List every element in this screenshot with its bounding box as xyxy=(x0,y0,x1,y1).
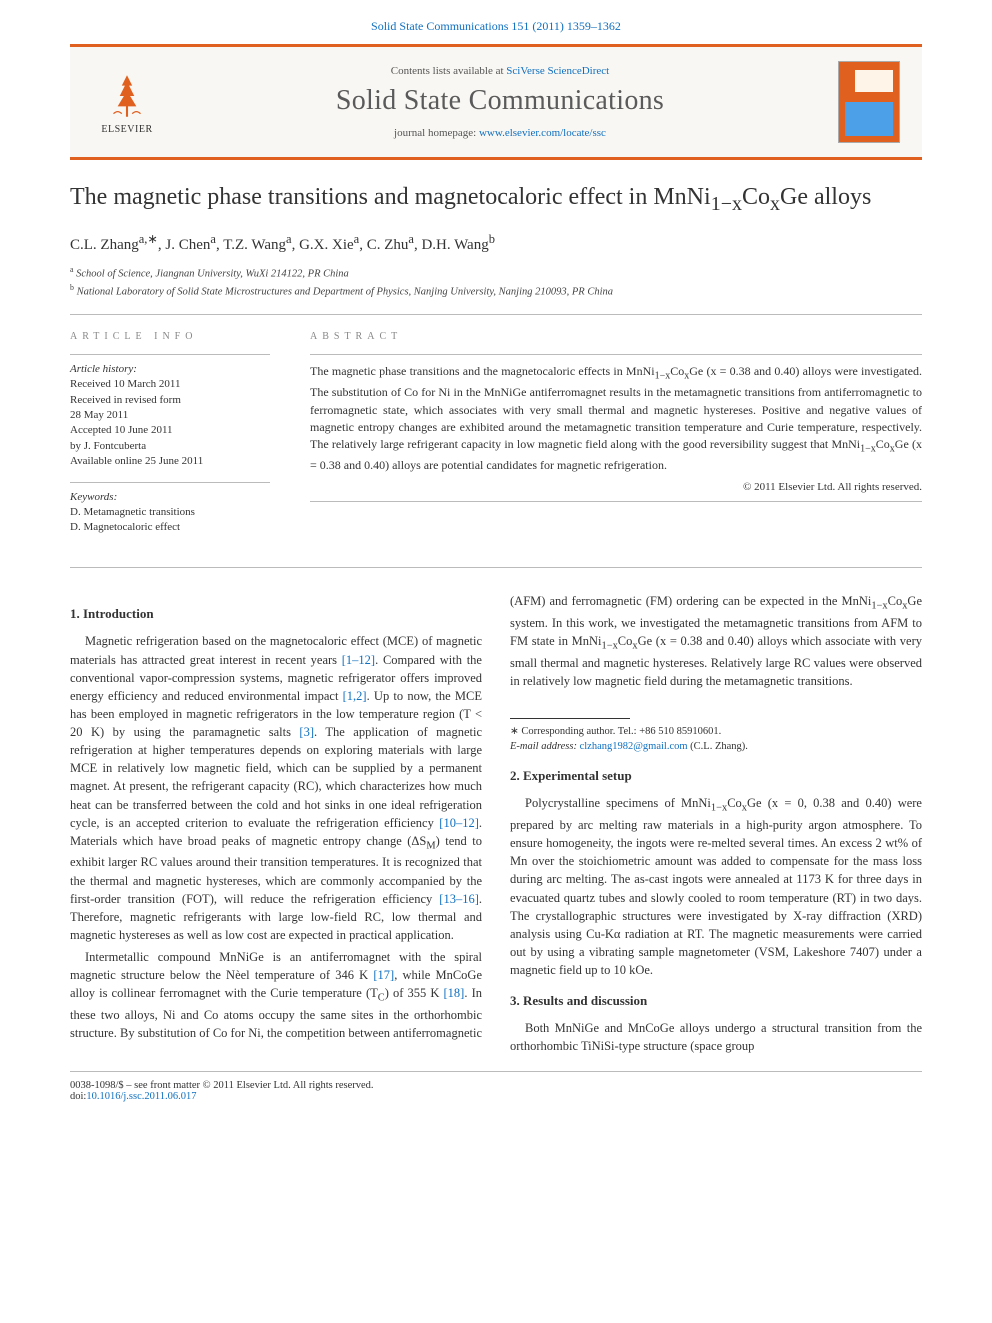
affiliations: a School of Science, Jiangnan University… xyxy=(70,264,922,301)
correspondence-block: ∗ Corresponding author. Tel.: +86 510 85… xyxy=(510,718,922,754)
email-suffix: (C.L. Zhang). xyxy=(688,741,748,752)
doi-link[interactable]: 10.1016/j.ssc.2011.06.017 xyxy=(86,1091,196,1102)
email-label: E-mail address: xyxy=(510,741,580,752)
divider xyxy=(310,501,922,502)
journal-title: Solid State Communications xyxy=(162,85,838,117)
history-text: Received 10 March 2011Received in revise… xyxy=(70,377,270,469)
body-columns: 1. Introduction Magnetic refrigeration b… xyxy=(70,592,922,1055)
article-title: The magnetic phase transitions and magne… xyxy=(70,182,922,217)
intro-paragraph-1: Magnetic refrigeration based on the magn… xyxy=(70,632,482,944)
history-heading: Article history: xyxy=(70,363,270,375)
keywords-text: D. Metamagnetic transitionsD. Magnetocal… xyxy=(70,505,270,536)
copyright: © 2011 Elsevier Ltd. All rights reserved… xyxy=(310,481,922,493)
divider xyxy=(70,1071,922,1072)
sciencedirect-link[interactable]: SciVerse ScienceDirect xyxy=(506,65,609,77)
results-paragraph: Both MnNiGe and MnCoGe alloys undergo a … xyxy=(510,1019,922,1055)
section-heading-experimental: 2. Experimental setup xyxy=(510,768,922,784)
corresponding-email: E-mail address: clzhang1982@gmail.com (C… xyxy=(510,740,922,755)
divider xyxy=(70,314,922,315)
abstract-text: The magnetic phase transitions and the m… xyxy=(310,363,922,474)
experimental-paragraph: Polycrystalline specimens of MnNi1−xCoxG… xyxy=(510,794,922,979)
article-info: ARTICLE INFO Article history: Received 1… xyxy=(70,331,270,547)
divider xyxy=(70,354,270,355)
journal-header: ELSEVIER Contents lists available at Sci… xyxy=(70,44,922,160)
footnote-rule xyxy=(510,718,630,719)
footer-row: 0038-1098/$ – see front matter © 2011 El… xyxy=(0,1080,992,1126)
article-info-heading: ARTICLE INFO xyxy=(70,331,270,342)
contents-prefix: Contents lists available at xyxy=(391,65,506,77)
divider xyxy=(70,482,270,483)
contents-line: Contents lists available at SciVerse Sci… xyxy=(162,65,838,77)
section-heading-intro: 1. Introduction xyxy=(70,606,482,622)
abstract: ABSTRACT The magnetic phase transitions … xyxy=(310,331,922,547)
doi-label: doi: xyxy=(70,1091,86,1102)
affiliation-a: a School of Science, Jiangnan University… xyxy=(70,264,922,282)
authors: C.L. Zhanga,∗, J. Chena, T.Z. Wanga, G.X… xyxy=(70,231,922,254)
issn-line: 0038-1098/$ – see front matter © 2011 El… xyxy=(70,1080,374,1091)
divider xyxy=(310,354,922,355)
section-heading-results: 3. Results and discussion xyxy=(510,993,922,1009)
homepage-link[interactable]: www.elsevier.com/locate/ssc xyxy=(479,127,606,139)
corresponding-author: ∗ Corresponding author. Tel.: +86 510 85… xyxy=(510,725,922,740)
elsevier-logo: ELSEVIER xyxy=(92,63,162,141)
homepage-prefix: journal homepage: xyxy=(394,127,479,139)
affiliation-b: b National Laboratory of Solid State Mic… xyxy=(70,282,922,300)
divider xyxy=(70,567,922,568)
email-link[interactable]: clzhang1982@gmail.com xyxy=(580,741,688,752)
issue-link[interactable]: Solid State Communications 151 (2011) 13… xyxy=(371,19,621,33)
homepage-line: journal homepage: www.elsevier.com/locat… xyxy=(162,127,838,139)
abstract-heading: ABSTRACT xyxy=(310,331,922,342)
cover-thumbnail xyxy=(838,61,900,143)
elsevier-wordmark: ELSEVIER xyxy=(101,124,152,135)
elsevier-tree-icon xyxy=(101,70,153,122)
keywords-heading: Keywords: xyxy=(70,491,270,503)
